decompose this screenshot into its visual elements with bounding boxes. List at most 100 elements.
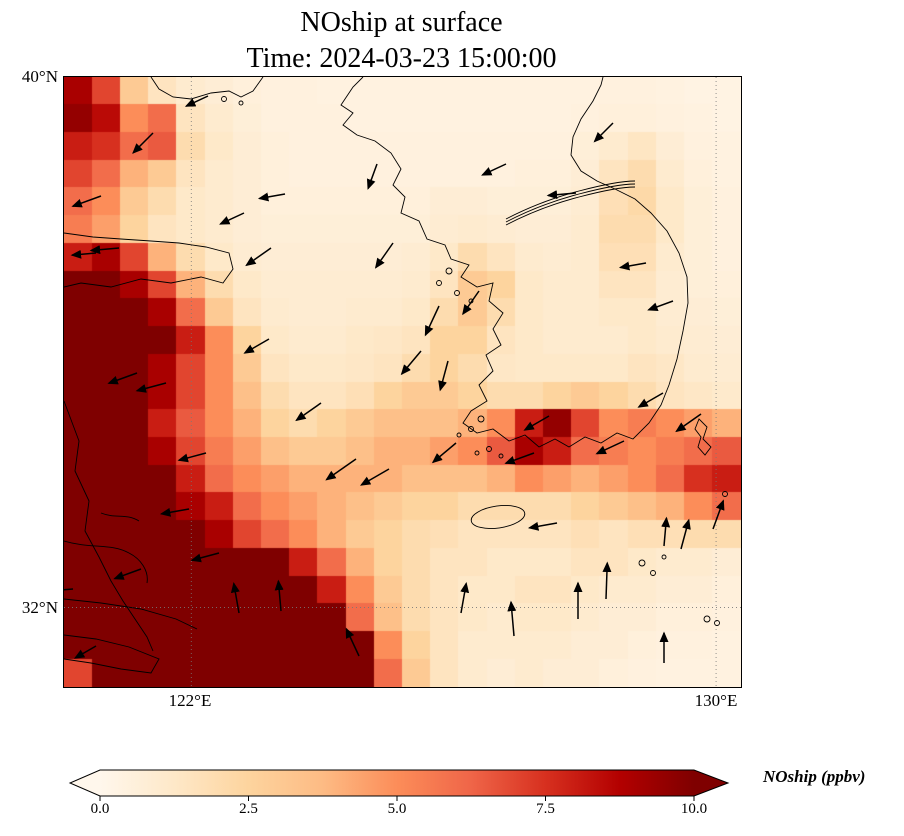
- island: [703, 615, 711, 623]
- wind-arrow: [527, 521, 558, 531]
- wind-arrow: [680, 518, 691, 550]
- lat-tick-32n: 32°N: [21, 598, 58, 617]
- wind-arrow: [523, 415, 550, 431]
- island: [486, 446, 492, 452]
- coastline-path: [64, 540, 148, 584]
- wind-arrow: [295, 402, 322, 422]
- colorbar-label: NOship (ppbv): [763, 767, 866, 786]
- colorbar-tick-label: 2.5: [239, 801, 258, 817]
- wind-arrow: [274, 579, 284, 612]
- island: [477, 415, 485, 423]
- island: [722, 491, 728, 497]
- island: [638, 559, 646, 567]
- wind-arrow: [661, 516, 671, 547]
- wind-arrow: [219, 212, 245, 225]
- coastlines-group: [64, 77, 728, 674]
- wind-arrow: [595, 440, 625, 455]
- wind-arrow: [366, 163, 378, 190]
- lon-tick-130e: 130°E: [694, 691, 738, 710]
- island: [650, 570, 656, 576]
- wind-arrow: [184, 95, 209, 107]
- colorbar-bar: [68, 769, 730, 797]
- island: [498, 453, 504, 459]
- island: [454, 290, 460, 296]
- wind-arrow: [113, 568, 142, 580]
- wind-arrow: [618, 261, 647, 271]
- coastline-path: [505, 186, 636, 226]
- wind-arrow: [89, 245, 120, 255]
- coastline-path: [340, 77, 689, 448]
- wind-arrow: [177, 452, 207, 463]
- map-plot: [63, 76, 742, 688]
- wind-arrow: [325, 458, 357, 481]
- wind-arrow: [424, 305, 440, 337]
- wind-arrow: [460, 581, 470, 614]
- arrows-group: [64, 95, 725, 663]
- wind-arrow: [243, 338, 270, 354]
- map-overlay: [64, 77, 741, 687]
- wind-arrow: [135, 382, 167, 393]
- island-ellipse: [470, 505, 526, 529]
- colorbar-tick-label: 0.0: [90, 801, 110, 817]
- wind-arrow: [107, 372, 138, 385]
- coastline-path: [64, 232, 234, 288]
- colorbar-tick-label: 7.5: [536, 801, 555, 817]
- coastline-path: [505, 183, 636, 223]
- wind-arrow: [504, 452, 535, 465]
- wind-arrow: [637, 392, 664, 408]
- island: [474, 450, 480, 456]
- coastline-path: [64, 634, 160, 674]
- colorbar: [68, 769, 730, 801]
- coastline-path: [64, 598, 198, 630]
- island: [468, 426, 474, 432]
- coastline-path: [694, 418, 712, 456]
- island: [714, 620, 720, 626]
- coastline-path: [505, 180, 636, 220]
- wind-arrow: [462, 290, 480, 316]
- wind-arrow: [675, 413, 702, 433]
- wind-arrow: [132, 132, 154, 154]
- wind-arrow: [71, 195, 102, 208]
- wind-arrow: [481, 163, 507, 176]
- gridlines-group: [64, 77, 741, 687]
- wind-arrow: [64, 588, 74, 591]
- colorbar-tick-label: 5.0: [387, 801, 407, 817]
- wind-arrow: [400, 350, 422, 376]
- wind-arrow: [159, 507, 190, 517]
- wind-arrow: [507, 600, 517, 637]
- heatmap-canvas: [64, 77, 741, 687]
- wind-arrow: [70, 249, 97, 259]
- wind-arrow: [593, 122, 614, 143]
- wind-arrow: [647, 300, 674, 312]
- island: [445, 267, 453, 275]
- wind-arrow: [257, 192, 286, 202]
- colorbar-tick-labels: 0.0 2.5 5.0 7.5 10.0: [63, 801, 763, 821]
- lon-tick-122e: 122°E: [168, 691, 212, 710]
- wind-arrow: [245, 247, 272, 267]
- figure-subtitle: Time: 2024-03-23 15:00:00: [246, 43, 557, 74]
- island: [238, 100, 244, 106]
- wind-arrow: [73, 645, 97, 659]
- colorbar-tick-label: 10.0: [680, 801, 708, 817]
- wind-arrow: [712, 499, 725, 530]
- island: [221, 96, 227, 102]
- wind-arrow: [230, 581, 240, 614]
- wind-arrow: [546, 190, 577, 200]
- wind-arrow: [190, 552, 220, 563]
- wind-arrow: [374, 242, 394, 269]
- coastline-path: [64, 400, 154, 652]
- figure-title: NOship at surface: [300, 7, 503, 38]
- island: [436, 280, 442, 286]
- island: [661, 554, 667, 560]
- wind-arrow: [438, 360, 449, 392]
- colorbar-ticks-group: [99, 796, 695, 801]
- island: [456, 432, 462, 438]
- lat-tick-40n: 40°N: [21, 67, 58, 86]
- wind-arrow: [431, 442, 457, 464]
- wind-arrow: [602, 561, 612, 600]
- coastline-path: [100, 512, 140, 522]
- coastline-path: [150, 77, 264, 100]
- wind-arrow: [359, 468, 390, 486]
- wind-arrow: [345, 627, 360, 657]
